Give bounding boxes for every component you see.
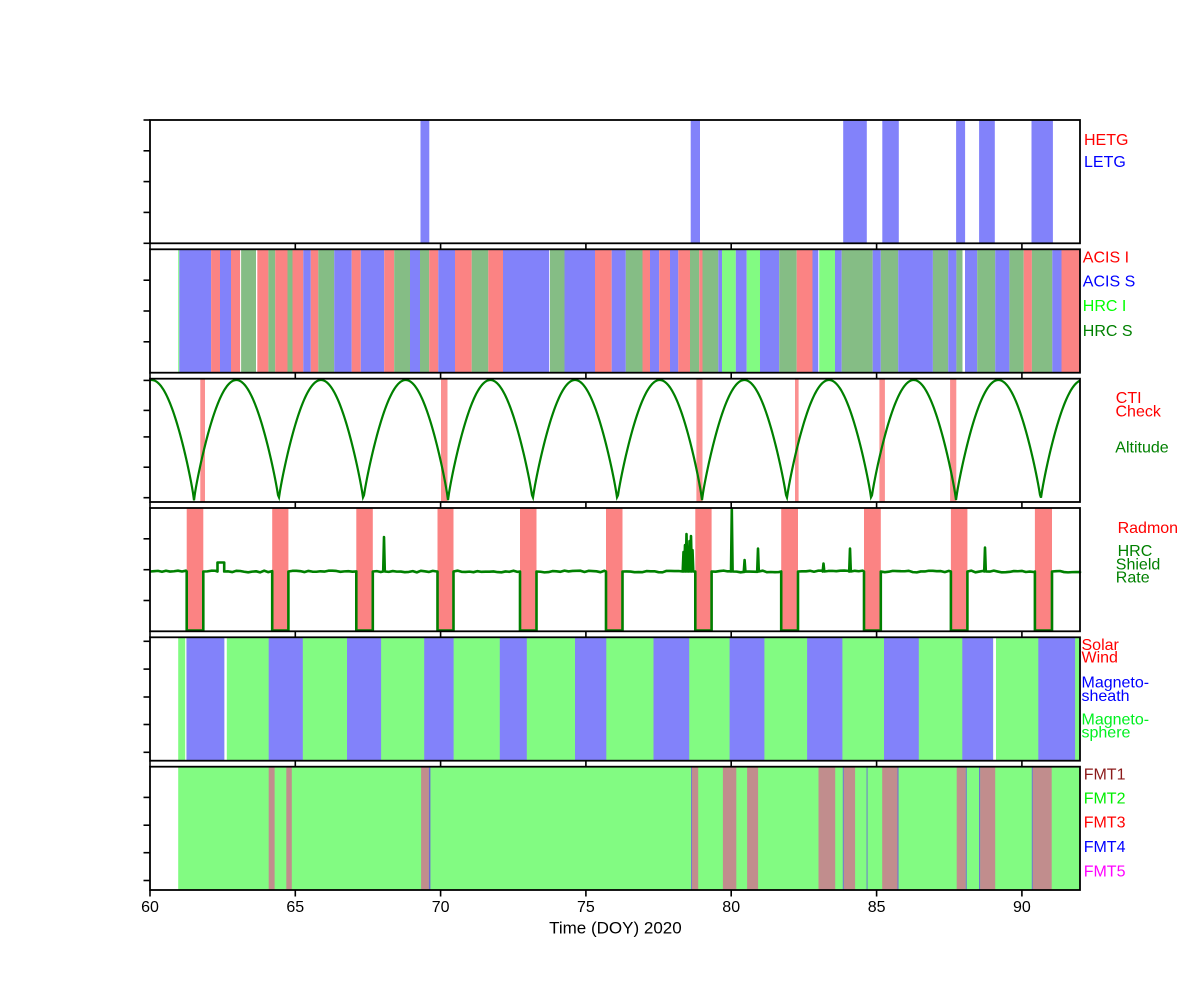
svg-text:Radmon: Radmon (1118, 520, 1178, 537)
svg-text:FMT5: FMT5 (1084, 864, 1126, 881)
svg-text:FMT4: FMT4 (1084, 839, 1126, 856)
svg-text:LETG: LETG (1084, 154, 1126, 171)
svg-text:85: 85 (868, 899, 886, 916)
svg-text:Magneto-: Magneto- (1082, 675, 1150, 692)
svg-text:FMT2: FMT2 (1084, 791, 1126, 808)
svg-text:60: 60 (141, 899, 159, 916)
svg-text:HETG: HETG (1084, 132, 1128, 149)
svg-text:sheath: sheath (1082, 688, 1130, 705)
svg-text:HRC S: HRC S (1083, 323, 1133, 340)
svg-text:ACIS I: ACIS I (1083, 249, 1129, 266)
svg-text:Check: Check (1116, 403, 1162, 420)
svg-text:Rate: Rate (1116, 569, 1150, 586)
svg-text:Altitude: Altitude (1115, 440, 1168, 457)
svg-text:CTI: CTI (1116, 390, 1142, 407)
svg-text:70: 70 (432, 899, 450, 916)
svg-text:sphere: sphere (1082, 724, 1131, 741)
svg-text:65: 65 (286, 899, 304, 916)
svg-text:Shield: Shield (1116, 557, 1160, 574)
svg-text:75: 75 (577, 899, 595, 916)
svg-text:Solar: Solar (1082, 637, 1120, 654)
svg-text:FMT1: FMT1 (1084, 766, 1126, 783)
svg-text:Time (DOY) 2020: Time (DOY) 2020 (549, 918, 682, 937)
svg-text:80: 80 (722, 899, 740, 916)
svg-text:HRC: HRC (1118, 543, 1153, 560)
svg-text:HRC I: HRC I (1083, 298, 1127, 315)
svg-text:Wind: Wind (1082, 649, 1118, 666)
svg-text:Magneto-: Magneto- (1082, 712, 1150, 729)
svg-text:ACIS S: ACIS S (1083, 273, 1135, 290)
svg-text:FMT3: FMT3 (1084, 815, 1126, 832)
svg-text:90: 90 (1013, 899, 1031, 916)
